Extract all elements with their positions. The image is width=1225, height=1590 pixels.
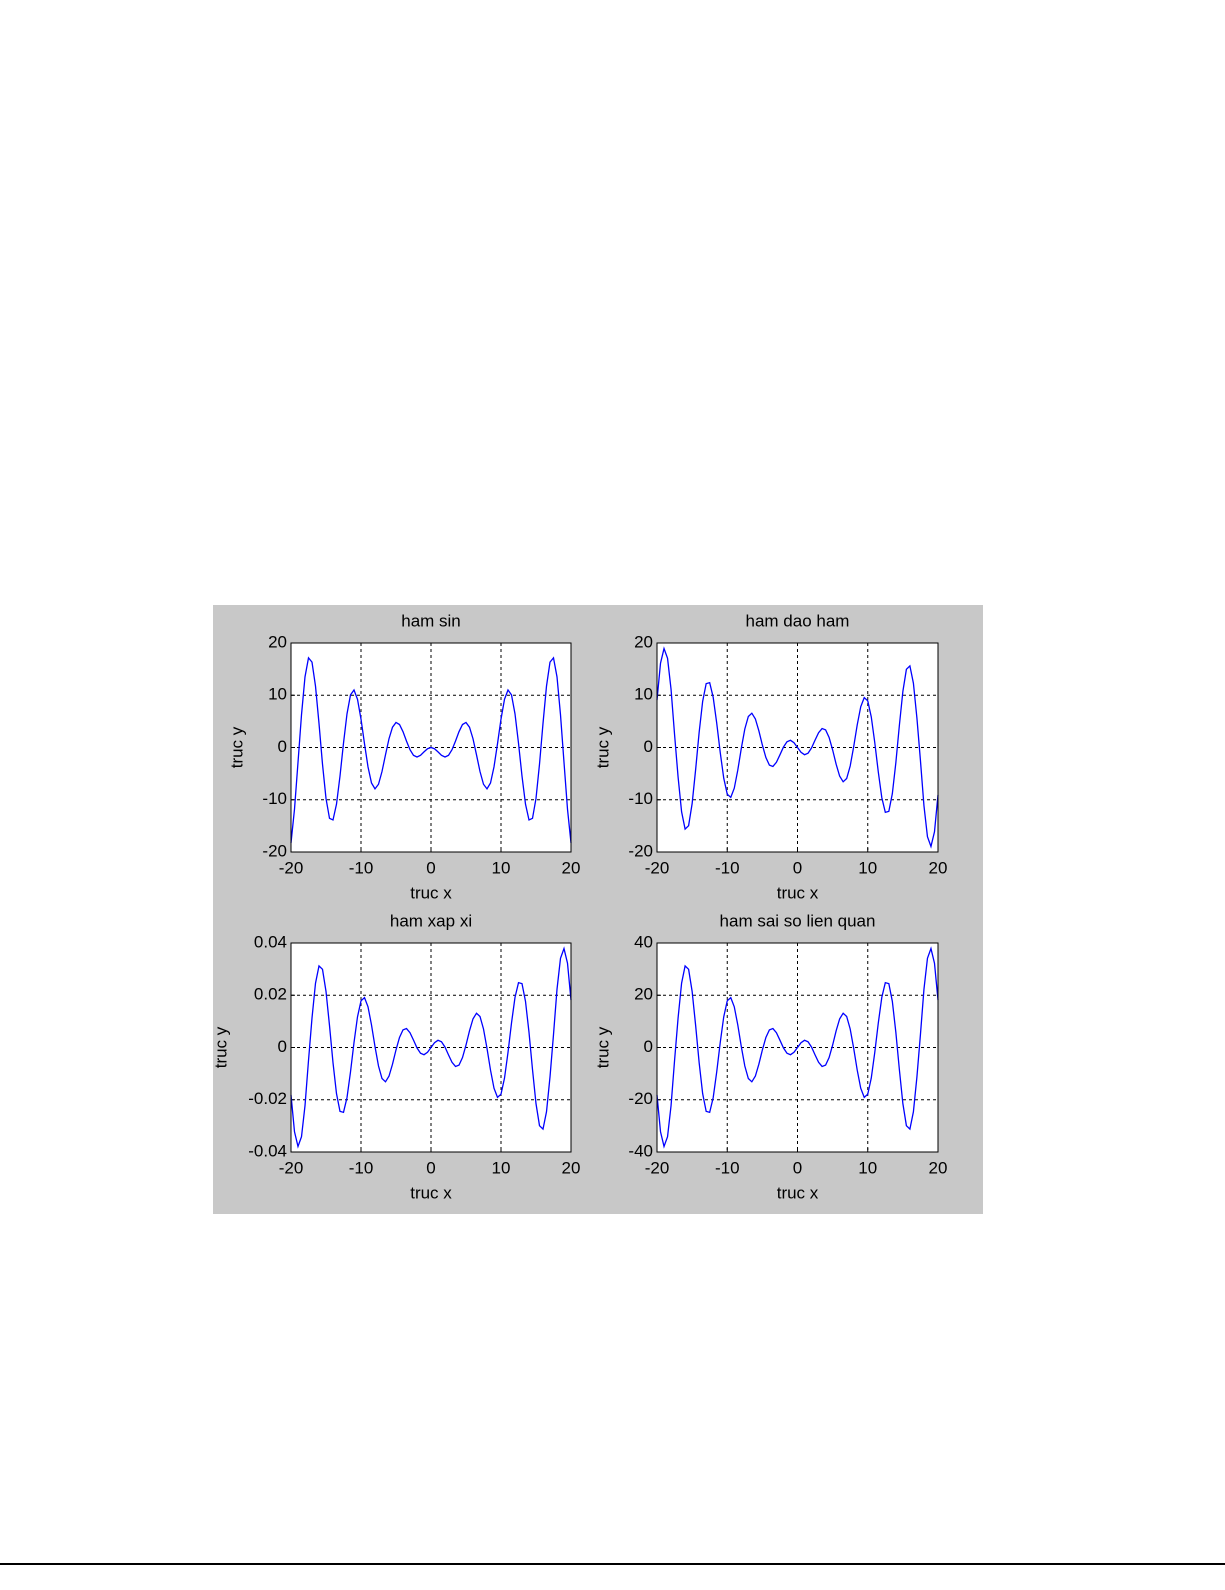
- chart-title: ham sin: [401, 611, 461, 630]
- x-axis-label: truc x: [410, 1183, 452, 1202]
- x-tick-label: 20: [562, 858, 581, 877]
- x-tick-label: 10: [492, 858, 511, 877]
- chart-title: ham dao ham: [746, 611, 850, 630]
- x-tick-label: -20: [645, 1158, 670, 1177]
- data-line: [290, 946, 572, 1149]
- y-tick-label: 0.04: [254, 932, 287, 951]
- y-tick-label: -20: [262, 841, 287, 860]
- y-tick-label: -10: [262, 789, 287, 808]
- y-tick-label: 20: [268, 632, 287, 651]
- x-tick-label: -10: [715, 858, 740, 877]
- axes-frame: [656, 942, 939, 1153]
- x-tick-label: -10: [715, 1158, 740, 1177]
- x-tick-label: 20: [929, 1158, 948, 1177]
- y-tick-label: -0.02: [248, 1089, 287, 1108]
- x-tick-label: 0: [426, 858, 435, 877]
- axes-frame: [290, 942, 572, 1153]
- y-tick-label: 40: [634, 932, 653, 951]
- axes-frame: [290, 642, 572, 853]
- x-tick-label: 20: [562, 1158, 581, 1177]
- axes-frame: [656, 642, 939, 853]
- chart-title: ham xap xi: [390, 911, 472, 930]
- data-line: [656, 646, 939, 849]
- y-axis-label: truc y: [593, 1026, 612, 1068]
- x-tick-label: -10: [349, 858, 374, 877]
- x-tick-label: -20: [645, 858, 670, 877]
- data-line: [656, 946, 939, 1149]
- y-tick-label: 10: [268, 685, 287, 704]
- x-tick-label: 10: [492, 1158, 511, 1177]
- data-line: [290, 656, 572, 843]
- x-axis-label: truc x: [777, 883, 819, 902]
- y-tick-label: -10: [628, 789, 653, 808]
- x-tick-label: -20: [279, 858, 304, 877]
- y-tick-label: -20: [628, 1089, 653, 1108]
- y-tick-label: 0.02: [254, 985, 287, 1004]
- y-tick-label: 0: [278, 737, 287, 756]
- chart-title: ham sai so lien quan: [720, 911, 876, 930]
- x-axis-label: truc x: [777, 1183, 819, 1202]
- x-tick-label: 0: [793, 1158, 802, 1177]
- y-axis-label: truc y: [227, 726, 246, 768]
- x-tick-label: 20: [929, 858, 948, 877]
- y-tick-label: -0.04: [248, 1141, 287, 1160]
- y-tick-label: 0: [644, 737, 653, 756]
- x-tick-label: -10: [349, 1158, 374, 1177]
- x-tick-label: 0: [793, 858, 802, 877]
- x-axis-label: truc x: [410, 883, 452, 902]
- y-tick-label: 0: [278, 1037, 287, 1056]
- x-tick-label: 10: [858, 858, 877, 877]
- y-tick-label: 20: [634, 985, 653, 1004]
- y-axis-label: truc y: [211, 1026, 230, 1068]
- x-tick-label: -20: [279, 1158, 304, 1177]
- y-tick-label: 20: [634, 632, 653, 651]
- y-tick-label: -40: [628, 1141, 653, 1160]
- x-tick-label: 0: [426, 1158, 435, 1177]
- y-tick-label: 10: [634, 685, 653, 704]
- x-tick-label: 10: [858, 1158, 877, 1177]
- y-axis-label: truc y: [593, 726, 612, 768]
- y-tick-label: -20: [628, 841, 653, 860]
- y-tick-label: 0: [644, 1037, 653, 1056]
